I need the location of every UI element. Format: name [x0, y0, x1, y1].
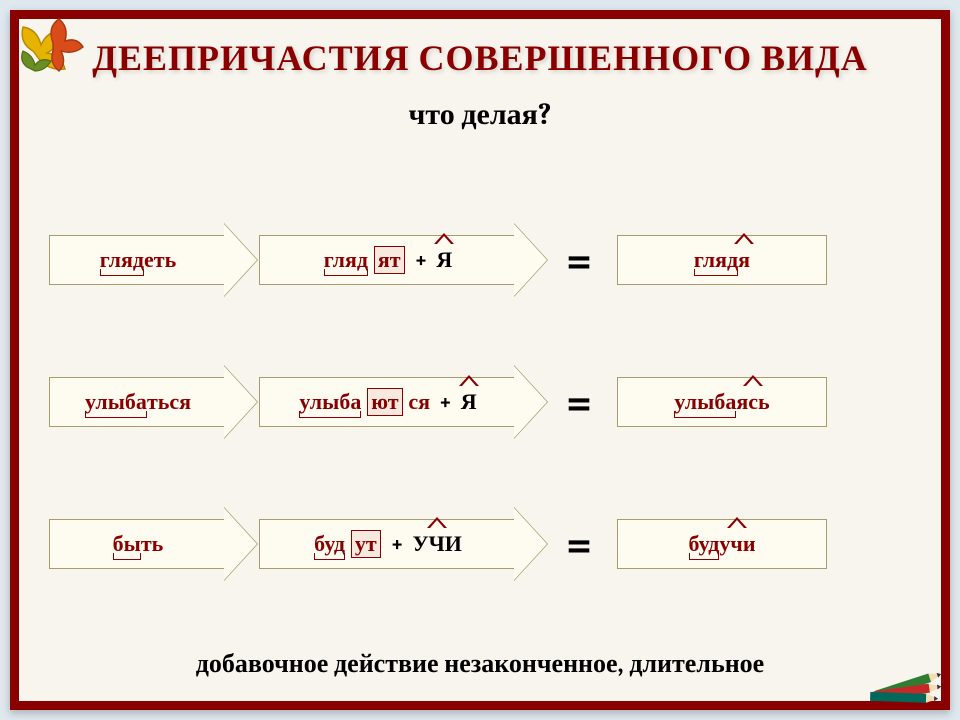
result-box: будучи	[617, 519, 827, 569]
formation-row: глядеть гляд ят + Я = глядя	[49, 199, 929, 327]
result-word: будучи	[689, 531, 756, 557]
formation-word: гляд ят + Я	[324, 247, 452, 273]
autumn-leaves-icon	[13, 13, 89, 89]
infinitive-word: улыбаться	[85, 389, 191, 415]
infinitive-word: быть	[113, 531, 164, 557]
formation-arrow: буд ут + УЧИ	[259, 507, 549, 581]
formation-arrow: гляд ят + Я	[259, 223, 549, 297]
formation-word: улыба ют ся + Я	[299, 389, 476, 415]
result-box: глядя	[617, 235, 827, 285]
infinitive-arrow: глядеть	[49, 223, 259, 297]
infinitive-arrow: быть	[49, 507, 259, 581]
result-word: глядя	[694, 247, 750, 273]
result-box: улыбаясь	[617, 377, 827, 427]
formation-rows: глядеть гляд ят + Я = глядя улыбаться улыба ю…	[49, 199, 929, 625]
formation-word: буд ут + УЧИ	[314, 531, 462, 557]
infinitive-word: глядеть	[100, 247, 176, 273]
pencils-icon	[865, 643, 943, 703]
equals-sign: =	[559, 377, 599, 427]
formation-arrow: улыба ют ся + Я	[259, 365, 549, 439]
equals-sign: =	[559, 519, 599, 569]
equals-sign: =	[559, 235, 599, 285]
slide-title: ДЕЕПРИЧАСТИЯ СОВЕРШЕННОГО ВИДА	[19, 37, 941, 79]
bottom-note: добавочное действие незаконченное, длите…	[19, 649, 941, 679]
slide-frame: ДЕЕПРИЧАСТИЯ СОВЕРШЕННОГО ВИДА что делая…	[10, 10, 950, 710]
result-word: улыбаясь	[674, 389, 769, 415]
slide-subtitle: что делая?	[19, 97, 941, 132]
formation-row: улыбаться улыба ют ся + Я = улыбаясь	[49, 341, 929, 469]
formation-row: быть буд ут + УЧИ = будучи	[49, 483, 929, 611]
infinitive-arrow: улыбаться	[49, 365, 259, 439]
